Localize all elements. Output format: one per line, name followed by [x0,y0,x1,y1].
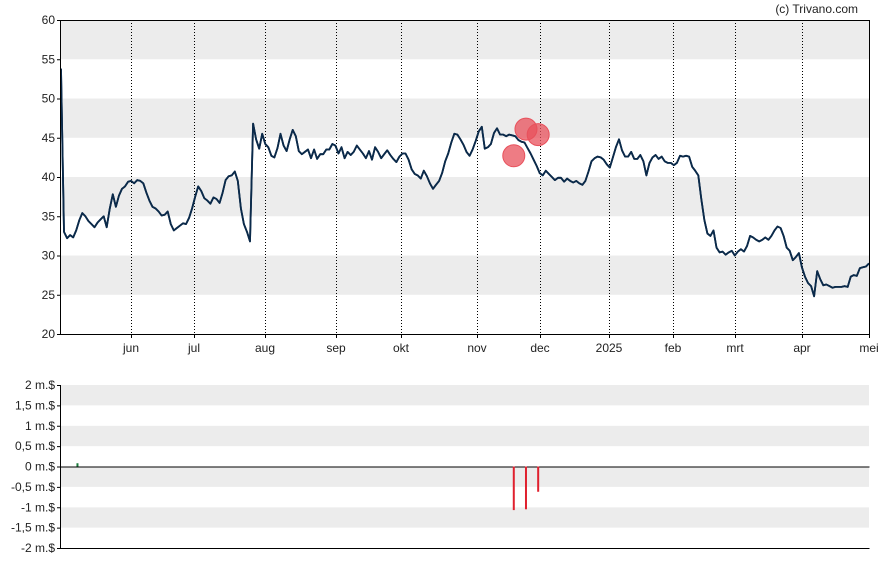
price-band [61,137,869,177]
price-y-axis-ticks: 20 25 30 35 40 45 50 55 60 [42,13,61,341]
price-x-tick-label: okt [393,341,410,355]
volume-y-tick-label: 1,5 m.$ [15,398,55,412]
volume-band [61,507,869,528]
price-x-tick-label: aug [255,341,275,355]
volume-band [61,446,869,467]
volume-band [61,385,869,406]
volume-bands [61,385,869,548]
volume-y-axis-ticks: 2 m.$ 1,5 m.$ 1 m.$ 0,5 m.$ 0 m.$ -0,5 m.$ -1 … [11,378,61,555]
price-x-tick-label: apr [793,341,810,355]
volume-band [61,466,869,487]
price-y-tick-label: 30 [42,249,56,263]
volume-y-tick-label: 0,5 m.$ [15,439,55,453]
price-panel-frame [60,20,870,335]
price-y-tick-label: 35 [42,209,56,223]
price-x-tick-label: mrt [726,341,744,355]
price-band [61,98,869,138]
price-line-overlay [60,68,870,298]
price-band [61,59,869,99]
transaction-marker [502,144,526,168]
transaction-marker [526,123,550,147]
volume-band [61,405,869,426]
volume-y-tick-label: 1 m.$ [25,419,55,433]
price-x-tick-label: dec [530,341,549,355]
transaction-markers [60,68,870,298]
price-band [61,177,869,217]
price-y-tick-label: 40 [42,170,56,184]
price-y-tick-label: 55 [42,52,56,66]
price-x-tick-label: mei [859,341,878,355]
price-month-gridlines [131,20,803,334]
price-y-tick-label: 45 [42,131,56,145]
price-bands [61,20,869,334]
price-x-tick-label: jul [187,341,200,355]
price-band [61,255,869,295]
price-y-tick-label: 25 [42,288,56,302]
price-x-tick-label: sep [326,341,346,355]
volume-y-tick-label: -2 m.$ [21,541,55,555]
price-y-tick-label: 60 [42,13,56,27]
price-y-tick-label: 50 [42,92,56,106]
volume-band [61,527,869,548]
volume-y-tick-label: -1 m.$ [21,500,55,514]
volume-y-tick-label: 0 m.$ [25,460,55,474]
price-x-tick-label: feb [665,341,682,355]
price-y-tick-label: 20 [42,327,56,341]
volume-y-tick-label: 2 m.$ [25,378,55,392]
volume-y-tick-label: -0,5 m.$ [11,480,55,494]
price-x-tick-label: jun [122,341,139,355]
volume-band [61,486,869,508]
price-band [61,294,869,334]
volume-band [61,425,869,447]
price-x-axis-labels: jun jul aug sep okt nov dec 2025 feb mrt apr mei [122,334,879,355]
credit-label: (c) Trivano.com [775,2,858,16]
price-x-tick-label: 2025 [596,341,623,355]
price-band [61,216,869,256]
volume-y-tick-label: -1,5 m.$ [11,521,55,535]
transaction-bars [76,463,540,511]
price-band [61,20,869,60]
price-x-tick-label: nov [467,341,486,355]
volume-panel: 2 m.$ 1,5 m.$ 1 m.$ 0,5 m.$ 0 m.$ -0,5 m.$ -1 … [11,378,870,555]
